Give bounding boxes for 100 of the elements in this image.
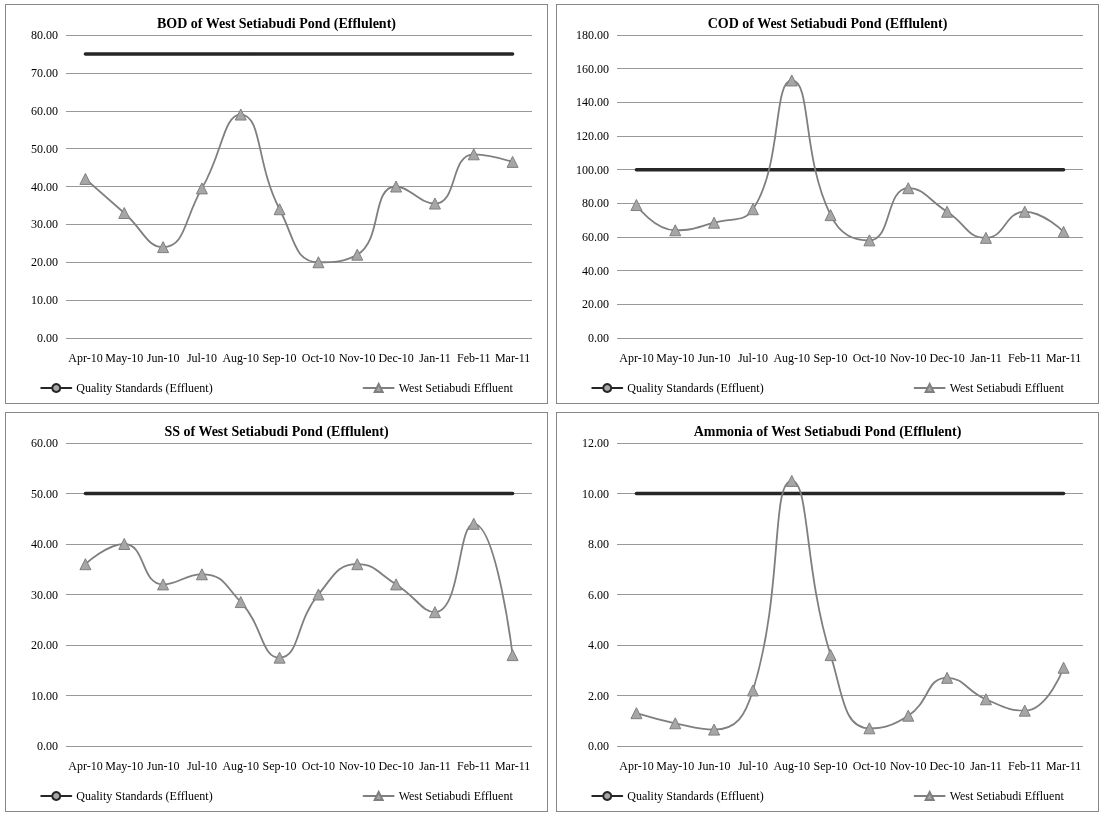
x-tick-label: Aug-10 (222, 351, 260, 365)
x-tick-label: Sep-10 (813, 759, 848, 773)
x-tick-label: Jun-10 (146, 351, 180, 365)
point (506, 649, 519, 662)
point (824, 209, 837, 222)
x-tick-label: Nov-10 (338, 759, 376, 773)
y-tick-label: 12.00 (582, 436, 609, 450)
x-tick-label: Aug-10 (773, 351, 811, 365)
x-tick-label: Dec-10 (378, 759, 414, 773)
point (902, 182, 915, 195)
x-tick-label: Feb-11 (456, 351, 491, 365)
point (979, 231, 992, 244)
y-tick-label: 50.00 (31, 486, 58, 501)
point (941, 671, 954, 684)
y-tick-label: 20.00 (31, 638, 58, 652)
y-tick-label: 100.00 (576, 162, 609, 177)
y-tick-label: 50.00 (31, 141, 58, 156)
legend-label: West Setiabudi Effluent (398, 381, 514, 395)
legend-label: West Setiabudi Effluent (949, 381, 1065, 395)
y-tick-label: 0.00 (588, 331, 609, 345)
point (195, 182, 208, 195)
x-tick-label: Dec-10 (929, 759, 965, 773)
y-tick-label: 10.00 (582, 486, 609, 501)
point (630, 199, 643, 212)
x-tick-label: Jul-10 (186, 759, 217, 773)
x-tick-label: Jun-10 (697, 351, 731, 365)
point (824, 649, 837, 662)
x-tick-label: Oct-10 (301, 351, 336, 365)
x-tick-label: Jun-10 (697, 759, 731, 773)
point (1018, 205, 1031, 218)
x-tick-label: Jul-10 (737, 759, 768, 773)
point (669, 717, 682, 730)
legend-label: Quality Standards (Effluent) (76, 381, 213, 395)
x-tick-label: Dec-10 (929, 351, 965, 365)
legend-label: Quality Standards (Effluent) (76, 789, 213, 803)
y-tick-label: 60.00 (31, 436, 58, 450)
point (195, 568, 208, 581)
x-tick-label: Dec-10 (378, 351, 414, 365)
x-tick-label: Sep-10 (262, 759, 297, 773)
y-tick-label: 6.00 (588, 587, 609, 602)
point (79, 172, 92, 185)
x-tick-label: Feb-11 (1007, 759, 1042, 773)
y-tick-label: 0.00 (37, 331, 58, 345)
point (467, 148, 480, 161)
x-tick-label: Mar-11 (1045, 351, 1082, 365)
legend-label: West Setiabudi Effluent (949, 789, 1065, 803)
x-tick-label: Feb-11 (1007, 351, 1042, 365)
point (708, 216, 721, 229)
point (506, 155, 519, 168)
chart-title: COD of West Setiabudi Pond (Efflulent) (707, 15, 948, 32)
point (428, 197, 441, 210)
x-tick-label: Jun-10 (146, 759, 180, 773)
x-tick-label: Sep-10 (813, 351, 848, 365)
chart-title: SS of West Setiabudi Pond (Efflulent) (164, 423, 389, 440)
x-tick-label: Apr-10 (619, 759, 654, 773)
y-tick-label: 2.00 (588, 688, 609, 703)
x-tick-label: May-10 (656, 759, 695, 773)
y-tick-label: 160.00 (576, 61, 609, 76)
y-tick-label: 10.00 (31, 688, 58, 703)
point (1057, 661, 1070, 674)
point (312, 588, 325, 601)
point (273, 203, 286, 216)
point (312, 256, 325, 269)
point (118, 538, 131, 550)
x-tick-label: Apr-10 (68, 351, 103, 365)
point (390, 578, 403, 591)
point (708, 723, 721, 736)
point (118, 207, 131, 220)
y-tick-label: 60.00 (31, 103, 58, 118)
x-tick-label: Apr-10 (68, 759, 103, 773)
y-tick-label: 80.00 (31, 28, 58, 42)
x-tick-label: Sep-10 (262, 351, 297, 365)
y-tick-label: 30.00 (31, 587, 58, 602)
point (157, 578, 170, 591)
point (746, 684, 759, 697)
x-tick-label: Mar-11 (494, 351, 531, 365)
x-tick-label: May-10 (105, 351, 144, 365)
chart-title: BOD of West Setiabudi Pond (Efflulent) (157, 15, 397, 32)
y-tick-label: 10.00 (31, 293, 58, 308)
legend-label: West Setiabudi Effluent (398, 789, 514, 803)
y-tick-label: 40.00 (31, 179, 58, 194)
x-tick-label: Aug-10 (773, 759, 811, 773)
x-tick-label: Oct-10 (852, 351, 887, 365)
point (351, 248, 364, 261)
y-tick-label: 20.00 (582, 297, 609, 312)
point (79, 558, 92, 571)
y-tick-label: 20.00 (31, 255, 58, 270)
point (746, 203, 759, 216)
x-tick-label: Jan-11 (970, 759, 1002, 773)
point (669, 224, 682, 237)
point (863, 722, 876, 735)
point (902, 709, 915, 722)
point (979, 693, 992, 706)
point (234, 596, 247, 609)
x-tick-label: Jan-11 (419, 351, 451, 365)
x-tick-label: Nov-10 (889, 351, 927, 365)
x-tick-label: Oct-10 (852, 759, 887, 773)
point (467, 517, 480, 530)
y-tick-label: 4.00 (588, 638, 609, 652)
point (941, 205, 954, 218)
